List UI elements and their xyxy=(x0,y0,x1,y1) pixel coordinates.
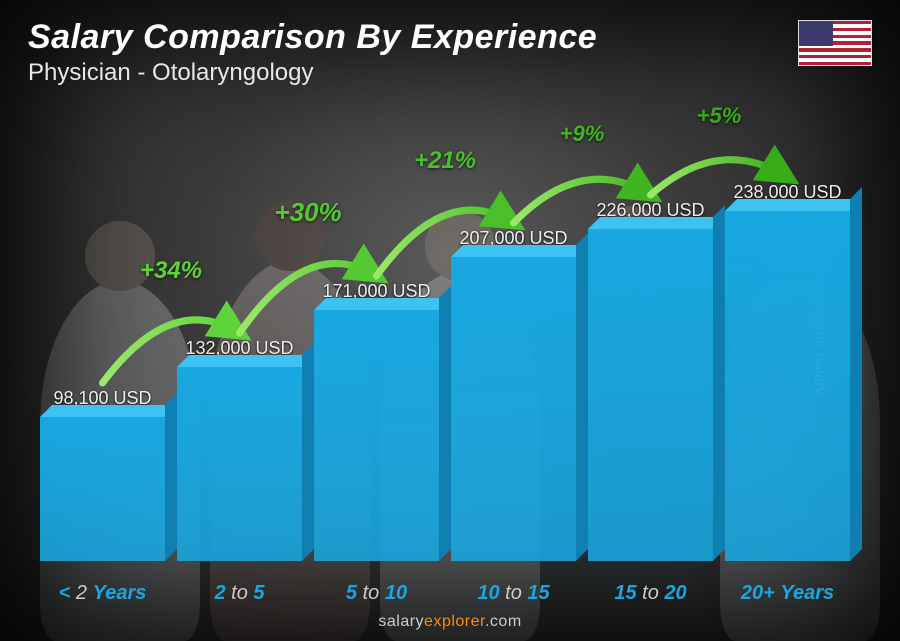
footer-text-3: .com xyxy=(485,613,522,630)
x-axis-label: < 2 Years xyxy=(40,582,165,605)
bar-slot: 171,000 USD xyxy=(314,281,439,561)
bar-slot: 207,000 USD xyxy=(451,228,576,561)
bar xyxy=(40,417,165,561)
x-axis-label: 20+ Years xyxy=(725,582,850,605)
bar xyxy=(314,310,439,561)
chart-subtitle: Physician - Otolaryngology xyxy=(28,59,597,87)
bar-slot: 238,000 USD xyxy=(725,182,850,561)
footer-text-1: salary xyxy=(378,613,424,630)
bar-slot: 98,100 USD xyxy=(40,388,165,561)
bar xyxy=(588,229,713,561)
x-axis-label: 5 to 10 xyxy=(314,582,439,605)
flag-us xyxy=(798,20,872,66)
bar xyxy=(177,367,302,561)
x-axis-label: 2 to 5 xyxy=(177,582,302,605)
bar-slot: 226,000 USD xyxy=(588,200,713,561)
bar xyxy=(451,257,576,561)
x-axis: < 2 Years 2 to 5 5 to 10 10 to 15 15 to 20 20… xyxy=(40,582,850,605)
footer-attribution: salaryexplorer.com xyxy=(0,613,900,631)
flag-canton xyxy=(799,21,833,46)
x-axis-label: 15 to 20 xyxy=(588,582,713,605)
bar-chart: 98,100 USD132,000 USD171,000 USD207,000 … xyxy=(40,140,850,561)
footer-text-2: explorer xyxy=(424,613,485,630)
bar-slot: 132,000 USD xyxy=(177,338,302,561)
x-axis-label: 10 to 15 xyxy=(451,582,576,605)
infographic-stage: Salary Comparison By Experience Physicia… xyxy=(0,0,900,641)
chart-title: Salary Comparison By Experience xyxy=(28,18,597,57)
bar xyxy=(725,211,850,561)
title-block: Salary Comparison By Experience Physicia… xyxy=(28,18,597,87)
